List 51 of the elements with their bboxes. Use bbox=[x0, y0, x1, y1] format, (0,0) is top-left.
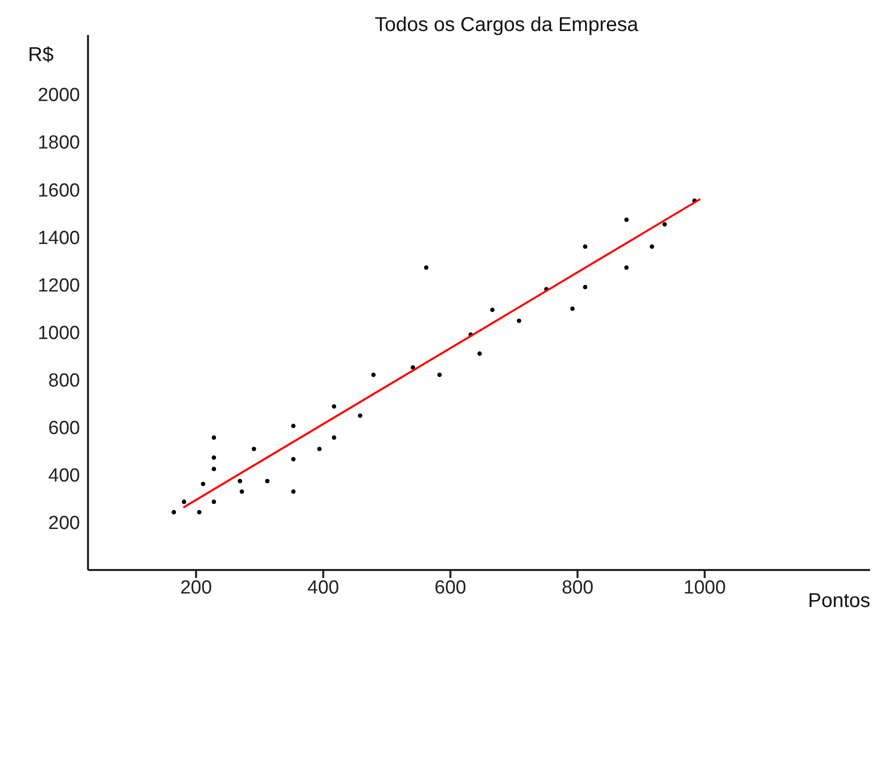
point bbox=[291, 456, 296, 462]
point bbox=[371, 372, 376, 377]
point bbox=[197, 510, 202, 514]
y-tick-label: 1400 bbox=[38, 228, 80, 249]
point bbox=[662, 222, 667, 226]
point bbox=[240, 489, 244, 494]
point bbox=[624, 265, 629, 270]
y-axis-title: R$ bbox=[28, 44, 54, 67]
point bbox=[490, 308, 495, 312]
x-tick-label: 600 bbox=[434, 577, 466, 598]
point bbox=[182, 500, 186, 504]
point bbox=[212, 466, 216, 472]
point bbox=[332, 404, 336, 409]
point bbox=[291, 489, 296, 494]
point bbox=[582, 284, 588, 290]
chart-title: Todos os Cargos da Empresa bbox=[374, 14, 640, 37]
y-tick-label: 1000 bbox=[38, 322, 80, 344]
point bbox=[650, 244, 654, 249]
y-tick-label: 1200 bbox=[38, 275, 80, 296]
point bbox=[424, 265, 428, 270]
x-tick-label: 800 bbox=[562, 577, 594, 598]
point bbox=[477, 351, 482, 356]
y-tick-label: 400 bbox=[48, 466, 80, 487]
point bbox=[212, 435, 216, 440]
y-tick-label: 800 bbox=[48, 370, 80, 392]
x-axis-title: Pontos bbox=[808, 590, 870, 613]
point bbox=[265, 478, 270, 484]
point bbox=[516, 318, 522, 324]
y-tick-label: 200 bbox=[48, 513, 80, 534]
point bbox=[437, 372, 442, 377]
point bbox=[410, 365, 416, 370]
point bbox=[291, 424, 296, 428]
x-tick-label: 1000 bbox=[684, 577, 726, 598]
y-tick-label: 1600 bbox=[38, 180, 80, 202]
point bbox=[570, 306, 575, 311]
x-tick-label: 400 bbox=[307, 577, 340, 598]
point bbox=[332, 435, 336, 440]
point bbox=[238, 478, 242, 484]
y-tick-label: 600 bbox=[48, 418, 80, 440]
y-tick-label: 2000 bbox=[38, 85, 80, 106]
point bbox=[358, 413, 362, 418]
point bbox=[172, 510, 176, 514]
y-tick-label: 1800 bbox=[38, 132, 80, 154]
point bbox=[624, 218, 629, 222]
point bbox=[317, 446, 322, 452]
point bbox=[212, 500, 216, 504]
point bbox=[200, 482, 206, 486]
x-tick-label: 200 bbox=[180, 577, 212, 598]
point bbox=[252, 446, 256, 452]
point bbox=[212, 455, 216, 460]
point bbox=[582, 244, 588, 249]
